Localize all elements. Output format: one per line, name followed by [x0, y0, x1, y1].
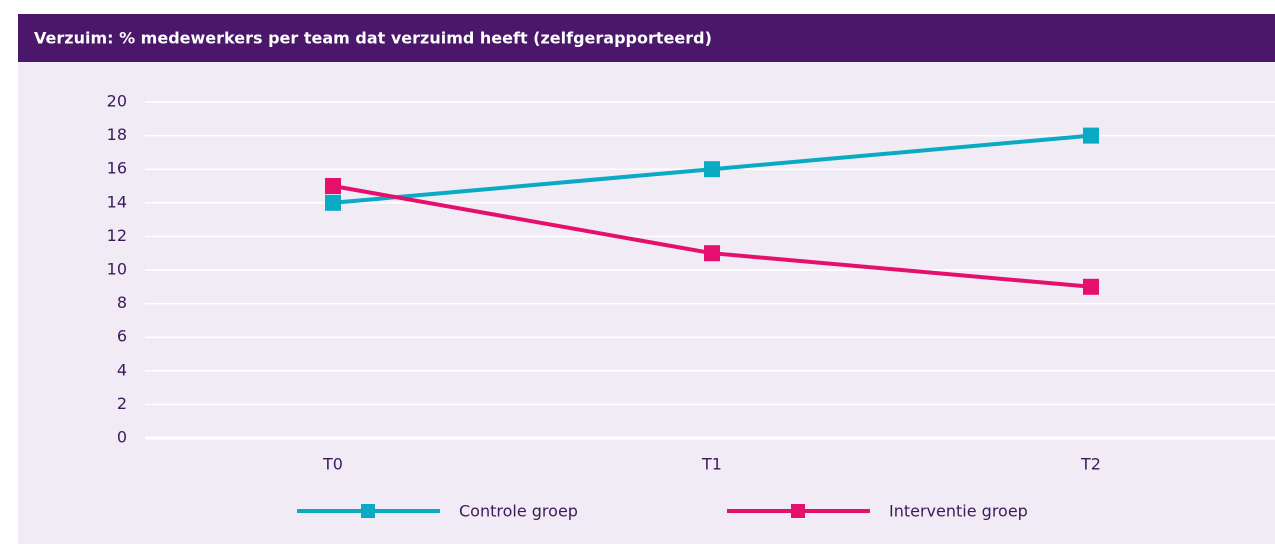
y-tick-label: 0 [117, 428, 127, 447]
marker [325, 194, 341, 211]
marker [704, 245, 720, 262]
marker [704, 161, 720, 178]
y-tick-label: 8 [117, 293, 127, 312]
y-tick-label: 4 [117, 360, 127, 379]
x-tick-label: T2 [1080, 455, 1101, 474]
legend-marker [791, 504, 805, 518]
legend-marker [361, 504, 375, 518]
y-tick-label: 18 [107, 125, 127, 144]
y-tick-label: 14 [107, 192, 127, 211]
y-tick-label: 12 [107, 226, 127, 245]
legend-label: Interventie groep [889, 502, 1028, 521]
marker [325, 178, 341, 194]
y-tick-label: 16 [107, 159, 127, 178]
marker [1083, 278, 1099, 295]
marker [1083, 127, 1099, 144]
title-bar [18, 14, 1275, 62]
x-tick-label: T0 [322, 455, 343, 474]
legend-label: Controle groep [459, 502, 578, 521]
y-tick-label: 10 [107, 260, 127, 279]
y-tick-label: 6 [117, 327, 127, 346]
x-tick-label: T1 [701, 455, 722, 474]
y-tick-label: 20 [107, 92, 127, 111]
y-tick-label: 2 [117, 394, 127, 413]
chart-title: Verzuim: % medewerkers per team dat verz… [34, 29, 712, 48]
